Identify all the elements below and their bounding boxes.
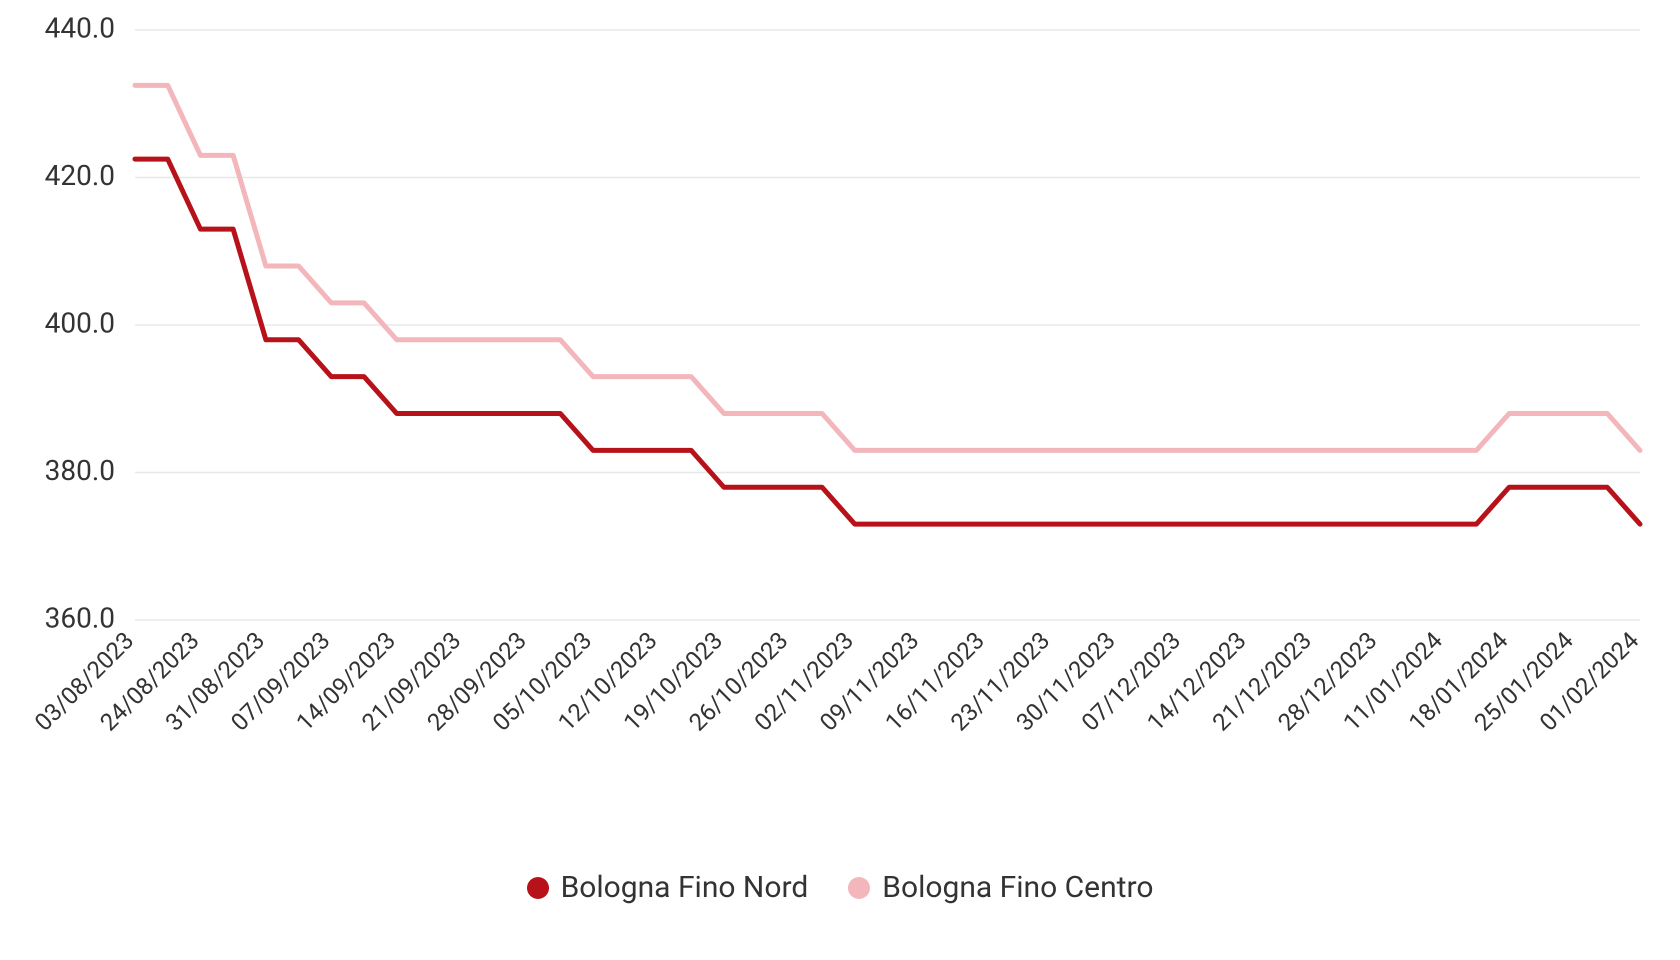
chart-canvas: 360.0380.0400.0420.0440.003/08/202324/08…	[0, 0, 1680, 800]
y-axis-tick-label: 440.0	[45, 11, 115, 44]
legend-label: Bologna Fino Centro	[882, 870, 1153, 905]
y-axis-tick-label: 420.0	[45, 159, 115, 192]
legend-item: Bologna Fino Nord	[527, 870, 809, 905]
y-axis-tick-label: 400.0	[45, 306, 115, 339]
legend-label: Bologna Fino Nord	[561, 870, 809, 905]
y-axis-tick-label: 380.0	[45, 454, 115, 487]
legend-swatch	[527, 877, 549, 899]
y-axis-tick-label: 360.0	[45, 601, 115, 634]
series-line	[135, 159, 1640, 524]
series-line	[135, 85, 1640, 450]
line-chart: 360.0380.0400.0420.0440.003/08/202324/08…	[0, 0, 1680, 960]
legend-swatch	[848, 877, 870, 899]
legend-item: Bologna Fino Centro	[848, 870, 1153, 905]
legend: Bologna Fino Nord Bologna Fino Centro	[0, 870, 1680, 905]
